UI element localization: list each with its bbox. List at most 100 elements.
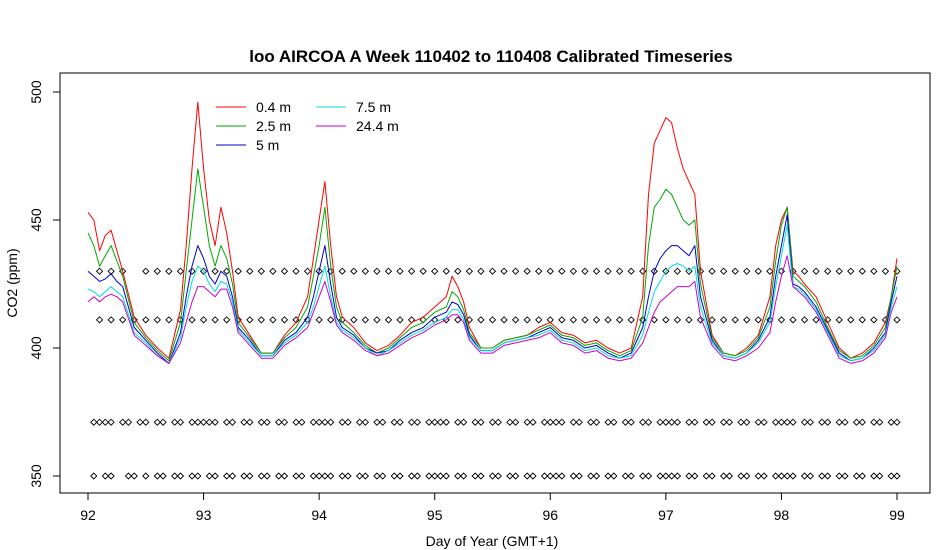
flag-marker: [800, 316, 809, 324]
flag-marker: [777, 267, 786, 275]
flag-marker: [228, 472, 237, 480]
flag-marker: [523, 418, 531, 426]
flag-marker: [696, 316, 705, 324]
legend: 0.4 m 2.5 m 5 m 7.5 m 24.4 m: [216, 99, 399, 153]
flag-marker: [691, 472, 699, 480]
flag-marker-layer: [90, 267, 901, 480]
flag-marker: [841, 472, 849, 480]
flag-marker: [800, 472, 809, 480]
flag-marker: [644, 418, 653, 426]
flag-marker: [552, 418, 560, 426]
flag-marker: [142, 267, 150, 275]
legend-label: 2.5 m: [256, 118, 291, 134]
flag-marker: [454, 472, 462, 480]
flag-marker: [373, 267, 381, 275]
flag-marker: [569, 418, 578, 426]
flag-marker: [587, 418, 595, 426]
flag-marker: [870, 267, 878, 275]
flag-marker: [257, 418, 265, 426]
flag-marker: [772, 472, 780, 480]
flag-marker: [246, 316, 254, 324]
flag-marker: [870, 472, 878, 480]
flag-marker: [223, 316, 231, 324]
flag-marker: [153, 267, 161, 275]
axis-layer: 92 93 94 95 96 97 98 99 350 400 450 500: [28, 80, 905, 523]
flag-marker: [708, 418, 716, 426]
flag-marker: [407, 418, 416, 426]
flag-marker: [812, 267, 820, 275]
flag-marker: [199, 316, 208, 324]
flag-marker: [592, 267, 601, 275]
x-tick-label: 95: [427, 507, 443, 523]
flag-marker: [280, 472, 289, 480]
series-line-24-4-m: [87, 255, 898, 364]
flag-marker: [396, 267, 404, 275]
flag-marker: [431, 472, 439, 480]
legend-label: 7.5 m: [356, 99, 391, 115]
flag-marker: [292, 267, 300, 275]
flag-marker: [477, 267, 485, 275]
flag-marker: [188, 267, 196, 275]
flag-marker: [292, 472, 300, 480]
y-tick-label: 500: [28, 80, 44, 104]
flag-marker: [887, 418, 895, 426]
flag-marker: [373, 316, 381, 324]
flag-marker: [575, 472, 583, 480]
flag-marker: [90, 472, 98, 480]
flag-marker: [725, 472, 734, 480]
flag-marker: [315, 316, 323, 324]
flag-marker: [199, 418, 208, 426]
flag-marker: [673, 418, 682, 426]
flag-marker: [754, 418, 762, 426]
flag-marker: [847, 316, 855, 324]
flag-marker: [667, 472, 676, 480]
flag-marker: [223, 418, 231, 426]
y-tick-label: 400: [28, 336, 44, 360]
flag-marker: [558, 316, 566, 324]
flag-marker: [211, 316, 219, 324]
flag-marker: [488, 316, 497, 324]
flag-marker: [159, 418, 167, 426]
flag-marker: [777, 418, 786, 426]
flag-marker: [269, 267, 277, 275]
x-tick-label: 98: [774, 507, 790, 523]
flag-marker: [488, 267, 497, 275]
flag-marker: [725, 418, 734, 426]
x-tick-label: 92: [80, 507, 96, 523]
flag-marker: [275, 418, 283, 426]
flag-marker: [396, 418, 404, 426]
flag-marker: [604, 472, 612, 480]
flag-marker: [546, 472, 554, 480]
flag-marker: [760, 472, 768, 480]
flag-marker: [373, 418, 381, 426]
flag-marker: [454, 267, 462, 275]
flag-marker: [720, 316, 728, 324]
flag-marker: [581, 267, 589, 275]
flag-marker: [119, 418, 127, 426]
flag-marker: [702, 418, 710, 426]
flag-marker: [506, 418, 514, 426]
flag-marker: [610, 472, 618, 480]
flag-marker: [171, 472, 179, 480]
legend-label: 0.4 m: [256, 99, 291, 115]
flag-marker: [211, 472, 219, 480]
flag-marker: [535, 316, 543, 324]
flag-marker: [673, 472, 682, 480]
flag-marker: [390, 418, 398, 426]
flag-marker: [431, 418, 439, 426]
series-layer: [87, 101, 898, 364]
flag-marker: [240, 418, 248, 426]
flag-marker: [171, 418, 179, 426]
flag-marker: [743, 316, 751, 324]
flag-marker: [667, 418, 676, 426]
flag-marker: [662, 472, 670, 480]
flag-marker: [511, 472, 520, 480]
flag-marker: [379, 472, 387, 480]
flag-marker: [321, 418, 329, 426]
flag-marker: [656, 472, 664, 480]
flag-marker: [639, 316, 647, 324]
flag-marker: [615, 267, 624, 275]
flag-marker: [835, 472, 843, 480]
flag-marker: [315, 418, 323, 426]
flag-marker: [800, 418, 809, 426]
